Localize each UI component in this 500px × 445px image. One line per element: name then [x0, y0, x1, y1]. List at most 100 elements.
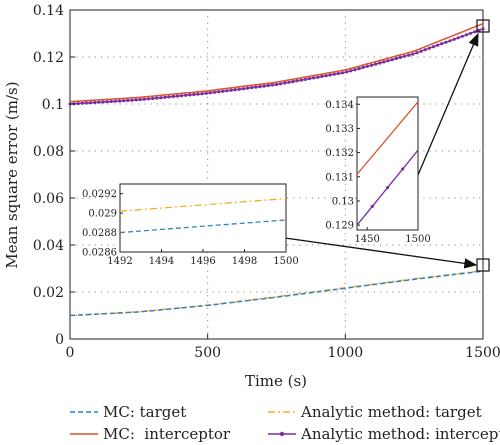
series-marker	[394, 56, 398, 61]
series-marker	[365, 64, 369, 68]
inset-x-tick-label: 1494	[149, 256, 174, 267]
series-marker	[258, 85, 262, 89]
x-tick-label: 0	[66, 345, 75, 361]
series-marker	[217, 90, 221, 94]
series-marker	[212, 90, 217, 94]
series-marker	[200, 92, 204, 96]
x-tick-label: 1500	[465, 345, 500, 361]
x-tick-label: 1000	[328, 345, 364, 361]
main-series-group	[68, 22, 485, 317]
y-tick-label: 0.1	[42, 97, 64, 113]
inset-y-tick-label: 0.133	[325, 124, 354, 135]
series-marker	[179, 94, 184, 98]
series-marker	[163, 95, 167, 99]
inset-x-tick-label: 1498	[232, 256, 257, 267]
inset-x-tick-label: 1500	[405, 234, 430, 245]
inset-y-tick-label: 0.0286	[82, 248, 117, 259]
series-marker	[138, 98, 142, 102]
series-marker	[345, 70, 349, 74]
zoom-box-interceptor	[476, 19, 490, 33]
series-marker	[390, 58, 394, 62]
series-marker	[382, 60, 386, 64]
inset-series-marker	[385, 186, 390, 190]
legend-label-analytic-interceptor: Analytic method: interceptor	[300, 425, 500, 443]
series-marker	[431, 45, 435, 49]
series-marker	[402, 54, 407, 58]
series-marker	[481, 27, 485, 31]
series-marker	[287, 80, 291, 84]
series-marker	[357, 67, 361, 71]
series-marker	[167, 95, 171, 99]
inset-x-tick-label: 1496	[190, 256, 215, 267]
series-marker	[303, 77, 307, 81]
series-marker	[415, 51, 419, 55]
series-marker	[151, 96, 155, 101]
series-marker	[188, 93, 192, 97]
x-axis-title: Time (s)	[245, 372, 307, 390]
series-line-2	[69, 269, 484, 317]
inset-y-tick-label: 0.131	[325, 172, 354, 183]
y-axis-title: Mean square error (m/s)	[3, 81, 21, 268]
series-line-3	[69, 28, 484, 105]
series-marker	[126, 98, 130, 102]
y-tick-label: 0.06	[33, 191, 64, 207]
series-marker	[324, 74, 328, 78]
series-marker	[159, 96, 163, 100]
series-marker	[341, 71, 345, 75]
series-marker	[316, 75, 320, 79]
series-marker	[89, 101, 93, 105]
series-marker	[84, 101, 89, 105]
legend-label-mc-target: MC: target	[103, 403, 186, 421]
series-marker	[374, 62, 378, 66]
series-marker	[97, 100, 101, 104]
legend-label-mc-interceptor: MC: interceptor	[103, 425, 231, 443]
series-marker	[175, 94, 179, 98]
series-marker	[423, 48, 427, 52]
series-marker	[320, 74, 324, 78]
legend-marker-analytic-interceptor	[279, 431, 285, 437]
inset-target-frame	[119, 183, 287, 253]
inset-y-tick-label: 0.134	[325, 100, 354, 111]
x-tick-label: 500	[194, 345, 221, 361]
series-marker	[134, 98, 138, 102]
inset-series-marker	[370, 204, 374, 209]
series-marker	[452, 37, 456, 41]
series-marker	[254, 85, 258, 89]
series-marker	[398, 55, 402, 60]
series-marker	[142, 97, 146, 101]
series-marker	[80, 101, 84, 105]
series-marker	[250, 86, 254, 90]
series-marker	[237, 87, 241, 91]
series-marker	[229, 88, 233, 92]
series-marker	[279, 82, 283, 86]
inset-series-line	[356, 101, 419, 175]
series-marker	[274, 82, 279, 87]
series-marker	[427, 46, 431, 50]
series-marker	[444, 40, 448, 44]
series-marker	[336, 71, 340, 76]
series-marker	[295, 79, 299, 83]
inset-series-marker	[401, 167, 405, 171]
inset-target: 1492 1494 1496 1498 1500 0.0286 0.0288 0.029 0.0…	[82, 189, 299, 267]
series-marker	[155, 96, 159, 100]
series-marker	[477, 28, 481, 32]
inset-y-tick-label: 0.029	[88, 209, 117, 220]
series-marker	[469, 31, 473, 35]
series-marker	[283, 81, 287, 85]
inset-y-tick-label: 0.0292	[82, 189, 117, 200]
series-marker	[328, 73, 332, 77]
series-marker	[204, 91, 208, 95]
y-tick-label: 0.08	[33, 144, 64, 160]
series-marker	[221, 89, 225, 93]
series-marker	[93, 100, 97, 105]
inset-y-tick-label: 0.0288	[82, 228, 117, 239]
series-marker	[448, 39, 452, 43]
series-marker	[113, 99, 117, 103]
series-marker	[456, 36, 460, 40]
series-marker	[241, 87, 246, 91]
series-marker	[353, 68, 357, 72]
series-marker	[266, 83, 270, 88]
series-marker	[233, 88, 237, 92]
